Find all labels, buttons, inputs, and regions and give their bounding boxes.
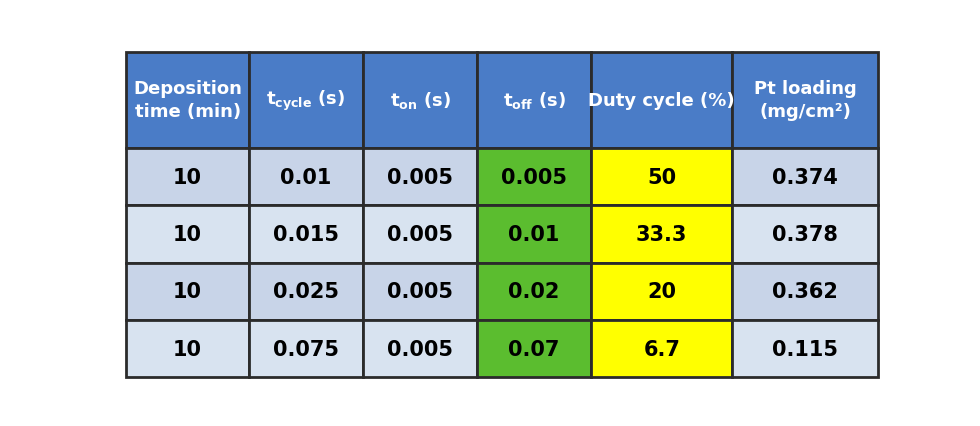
Bar bbox=[591, 263, 732, 320]
Text: Duty cycle (%): Duty cycle (%) bbox=[588, 92, 735, 109]
Bar bbox=[732, 53, 878, 149]
Bar bbox=[591, 206, 732, 263]
Text: 0.015: 0.015 bbox=[273, 225, 339, 245]
Text: 0.005: 0.005 bbox=[501, 167, 567, 187]
Text: 0.115: 0.115 bbox=[772, 339, 838, 359]
Text: 0.005: 0.005 bbox=[387, 339, 453, 359]
Bar bbox=[477, 206, 591, 263]
Bar bbox=[477, 263, 591, 320]
Bar bbox=[363, 263, 477, 320]
Text: 0.378: 0.378 bbox=[772, 225, 838, 245]
Bar bbox=[249, 149, 363, 206]
Text: 33.3: 33.3 bbox=[636, 225, 687, 245]
Bar bbox=[591, 149, 732, 206]
Bar bbox=[477, 149, 591, 206]
Text: 10: 10 bbox=[173, 225, 202, 245]
Text: 0.005: 0.005 bbox=[387, 225, 453, 245]
Bar bbox=[477, 320, 591, 377]
Bar bbox=[732, 263, 878, 320]
Text: 0.07: 0.07 bbox=[509, 339, 560, 359]
Bar bbox=[363, 149, 477, 206]
Bar bbox=[249, 320, 363, 377]
Text: 50: 50 bbox=[647, 167, 676, 187]
Bar bbox=[732, 206, 878, 263]
Text: Pt loading
(mg/cm²): Pt loading (mg/cm²) bbox=[754, 80, 857, 121]
Bar bbox=[249, 263, 363, 320]
Text: 20: 20 bbox=[647, 282, 676, 302]
Text: 0.374: 0.374 bbox=[772, 167, 838, 187]
Bar bbox=[363, 206, 477, 263]
Text: 10: 10 bbox=[173, 282, 202, 302]
Text: 0.362: 0.362 bbox=[772, 282, 838, 302]
Bar bbox=[126, 206, 249, 263]
Text: 6.7: 6.7 bbox=[643, 339, 680, 359]
Bar bbox=[126, 320, 249, 377]
Bar bbox=[249, 53, 363, 149]
Bar bbox=[363, 320, 477, 377]
Text: 0.02: 0.02 bbox=[509, 282, 560, 302]
Bar bbox=[732, 149, 878, 206]
Text: 0.005: 0.005 bbox=[387, 167, 453, 187]
Bar bbox=[126, 149, 249, 206]
Text: $\mathbf{t}_{\mathbf{on}}$ $\mathbf{(s)}$: $\mathbf{t}_{\mathbf{on}}$ $\mathbf{(s)}… bbox=[390, 90, 451, 111]
Bar bbox=[126, 53, 249, 149]
Bar bbox=[249, 206, 363, 263]
Bar bbox=[126, 263, 249, 320]
Text: 0.075: 0.075 bbox=[273, 339, 339, 359]
Bar bbox=[477, 53, 591, 149]
Text: 10: 10 bbox=[173, 339, 202, 359]
Text: 0.01: 0.01 bbox=[509, 225, 560, 245]
Bar bbox=[363, 53, 477, 149]
Text: 10: 10 bbox=[173, 167, 202, 187]
Text: $\mathbf{t}_{\mathbf{cycle}}$ $\mathbf{(s)}$: $\mathbf{t}_{\mathbf{cycle}}$ $\mathbf{(… bbox=[267, 89, 346, 113]
Text: 0.025: 0.025 bbox=[273, 282, 339, 302]
Text: $\mathbf{t}_{\mathbf{off}}$ $\mathbf{(s)}$: $\mathbf{t}_{\mathbf{off}}$ $\mathbf{(s)… bbox=[503, 90, 565, 111]
Bar bbox=[591, 320, 732, 377]
Text: Deposition
time (min): Deposition time (min) bbox=[133, 80, 242, 121]
Bar bbox=[591, 53, 732, 149]
Text: 0.01: 0.01 bbox=[280, 167, 331, 187]
Bar bbox=[732, 320, 878, 377]
Text: 0.005: 0.005 bbox=[387, 282, 453, 302]
